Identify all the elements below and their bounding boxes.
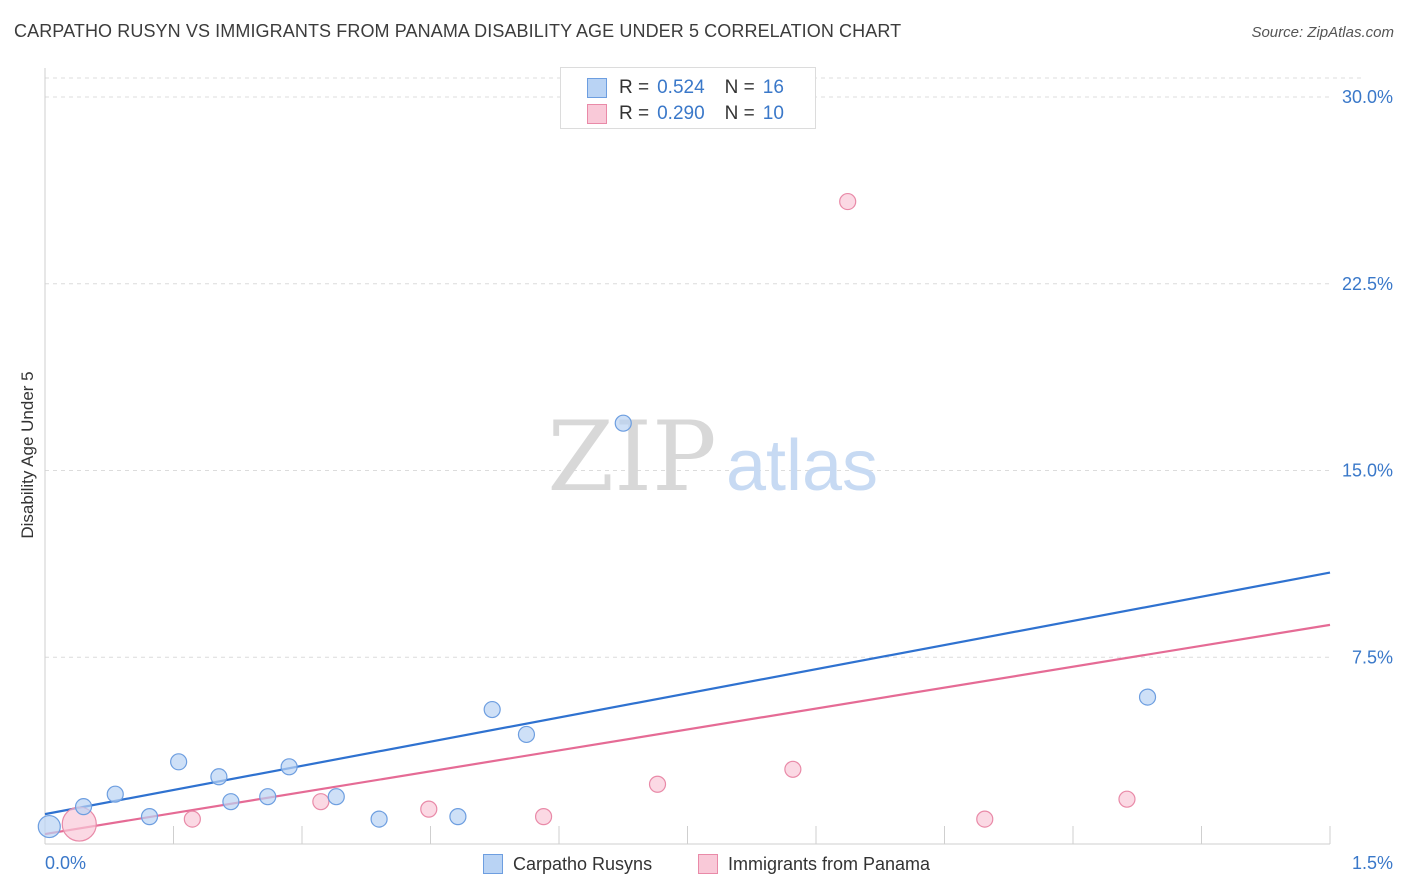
axes [44, 68, 1331, 845]
y-tick-labels: 7.5% 15.0% 22.5% 30.0% [1342, 87, 1393, 667]
legend-r-label: R = [619, 77, 650, 98]
data-point-pink [648, 775, 667, 793]
y-tick-label: 22.5% [1342, 274, 1393, 294]
legend-r-label: R = [619, 103, 650, 124]
watermark: ZIP atlas [547, 401, 878, 513]
y-tick-label: 30.0% [1342, 87, 1393, 107]
data-point-blue [210, 768, 228, 786]
chart-title: CARPATHO RUSYN VS IMMIGRANTS FROM PANAMA… [14, 21, 902, 41]
y-axis-label: Disability Age Under 5 [18, 371, 37, 538]
grid-lines [45, 77, 1365, 658]
watermark-atlas: atlas [726, 426, 878, 506]
legend-swatch-pink [698, 854, 718, 874]
data-point-pink [784, 760, 802, 778]
data-point-pink [534, 808, 553, 826]
data-point-blue [106, 785, 124, 803]
correlation-legend: R = 0.524 N = 16 R = 0.290 N = 10 [560, 67, 816, 129]
legend-n-label: N = [724, 103, 755, 124]
x-tick-label: 0.0% [45, 853, 86, 873]
data-points [37, 192, 1157, 842]
trend-line-blue [44, 571, 1331, 816]
legend-n-value: 10 [762, 103, 784, 124]
data-point-pink [1118, 790, 1136, 808]
data-point-blue [280, 758, 298, 776]
y-tick-label: 15.0% [1342, 461, 1393, 481]
data-point-blue [140, 808, 159, 826]
x-tick-label: 1.5% [1352, 853, 1393, 873]
data-point-blue [222, 793, 240, 811]
legend-n-label: N = [724, 77, 755, 98]
data-point-pink [839, 192, 857, 211]
data-point-pink [420, 800, 438, 818]
data-point-blue [170, 753, 188, 771]
data-point-blue [614, 414, 632, 432]
data-point-pink [312, 793, 330, 811]
data-point-blue [517, 725, 536, 744]
legend-item-immigrants-panama: Immigrants from Panama [698, 852, 930, 876]
data-point-pink [976, 810, 994, 828]
legend-swatch-pink [587, 104, 607, 124]
legend-r-value: 0.524 [657, 77, 705, 98]
data-point-blue [37, 814, 61, 839]
legend-row-carpatho: R = 0.524 N = 16 [587, 76, 784, 100]
data-point-blue [483, 700, 501, 719]
legend-swatch-blue [483, 854, 503, 874]
legend-swatch-blue [587, 78, 607, 98]
trend-line-pink [44, 623, 1331, 836]
data-point-pink [183, 810, 201, 828]
data-point-blue [370, 810, 388, 828]
data-point-blue [449, 808, 467, 826]
watermark-zip: ZIP [547, 401, 716, 513]
legend-n-value: 16 [762, 77, 784, 98]
data-point-blue [74, 798, 93, 816]
trend-lines [44, 571, 1331, 836]
legend-label: Immigrants from Panama [728, 853, 931, 874]
legend-item-carpatho-rusyns: Carpatho Rusyns [483, 852, 652, 876]
x-tick-labels: 0.0% 1.5% [45, 853, 1393, 873]
legend-row-panama: R = 0.290 N = 10 [587, 102, 784, 126]
data-point-blue [259, 788, 277, 806]
legend-label: Carpatho Rusyns [513, 853, 653, 874]
source-label: Source: ZipAtlas.com [1251, 24, 1394, 41]
y-tick-label: 7.5% [1352, 647, 1393, 667]
data-point-blue [1138, 688, 1157, 706]
legend-r-value: 0.290 [657, 103, 705, 124]
data-point-blue [327, 788, 345, 806]
